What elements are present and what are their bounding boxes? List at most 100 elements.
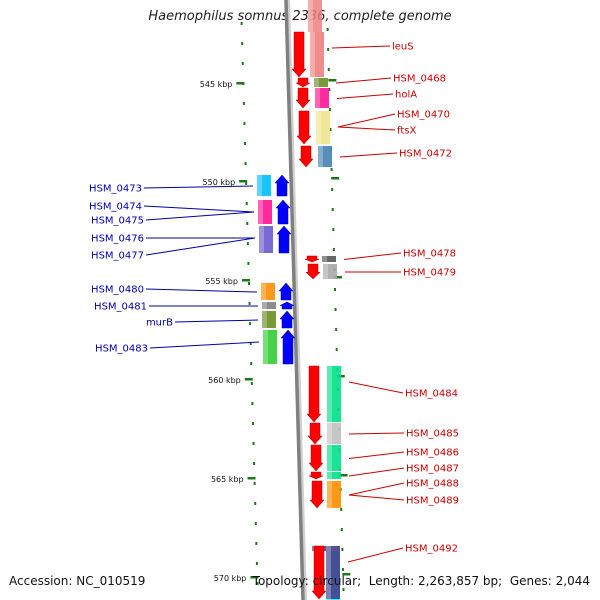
label-leader (348, 494, 405, 501)
feature-block (262, 302, 276, 309)
gene-label: HSM_0479 (403, 268, 456, 279)
minor-tick (335, 328, 338, 331)
label-leader (145, 288, 258, 293)
major-tick (331, 177, 340, 180)
feature-shine (257, 175, 262, 196)
minor-tick (256, 582, 259, 585)
forward-gene-arrow (291, 31, 307, 78)
gene-label: murB (146, 318, 173, 329)
topology-label: Topology: (252, 574, 309, 588)
gene-label: HSM_0486 (406, 448, 459, 459)
major-tick (339, 474, 348, 477)
minor-tick (241, 62, 244, 65)
major-tick (247, 477, 256, 480)
label-leader (149, 341, 260, 349)
length-label: Length: (368, 574, 415, 588)
label-leader (339, 152, 398, 158)
minor-tick (247, 262, 250, 265)
feature-shine (316, 111, 321, 144)
feature-block (263, 330, 277, 364)
map-title: Haemophilus somnus 2336, complete genome (148, 9, 452, 24)
accession-label: Accession: (9, 574, 73, 588)
reverse-gene-arrow (279, 301, 295, 310)
minor-tick (255, 562, 258, 565)
feature-shine (262, 311, 267, 328)
scale-label: 570 kbp (214, 574, 247, 583)
label-leader (336, 93, 394, 99)
feature-shine (318, 146, 323, 167)
gene-label: leuS (392, 42, 414, 53)
feature-shine (323, 264, 328, 279)
minor-tick (254, 522, 257, 525)
minor-tick (246, 222, 249, 225)
feature-block (308, 0, 322, 32)
gene-label: HSM_0478 (403, 249, 456, 260)
label-leader (174, 319, 259, 323)
minor-tick (340, 508, 343, 511)
major-tick (236, 82, 245, 85)
minor-tick (333, 288, 336, 291)
minor-tick (334, 308, 337, 311)
forward-gene-arrow (311, 545, 327, 600)
label-leader (348, 482, 405, 496)
gene-arrows (274, 31, 327, 600)
gene-label: HSM_0477 (91, 251, 144, 262)
genes-label: Genes: (509, 574, 552, 588)
feature-block (323, 264, 337, 279)
label-leader (348, 467, 405, 477)
gene-label: HSM_0474 (89, 202, 142, 213)
minor-tick (241, 42, 244, 45)
label-leader (335, 77, 392, 84)
major-tick (241, 279, 250, 282)
minor-tick (246, 242, 249, 245)
minor-tick (251, 422, 254, 425)
scale-label: 555 kbp (205, 277, 238, 286)
gene-label: HSM_0484 (405, 389, 458, 400)
label-leader (145, 211, 255, 221)
gene-label: HSM_0468 (393, 74, 446, 85)
minor-tick (253, 462, 256, 465)
label-leaders (143, 45, 405, 563)
backbone-line (284, 0, 305, 600)
gene-label: HSM_0473 (89, 184, 142, 195)
forward-gene-arrow (308, 444, 324, 472)
forward-gene-arrow (295, 77, 311, 88)
forward-gene-arrow (308, 471, 324, 480)
feature-shine (258, 200, 263, 224)
feature-block (318, 146, 332, 167)
feature-shine (314, 78, 319, 87)
minor-tick (242, 102, 245, 105)
label-leader (143, 205, 255, 213)
minor-tick (255, 542, 258, 545)
minor-tick (250, 362, 253, 365)
reverse-gene-arrow (276, 225, 292, 254)
gene-label: HSM_0472 (399, 149, 452, 160)
gene-label: HSM_0485 (406, 429, 459, 440)
minor-tick (332, 228, 335, 231)
accession-value: NC_010519 (76, 574, 146, 588)
major-tick (244, 378, 253, 381)
feature-block (262, 311, 276, 328)
feature-block (316, 111, 330, 144)
label-leader (348, 451, 405, 459)
forward-gene-arrow (309, 480, 325, 509)
minor-tick (329, 128, 332, 131)
label-leader (343, 252, 402, 260)
feature-shine (322, 256, 327, 262)
gene-labels: leuS HSM_0468 holA HSM_0470 ftsX HSM_0472 HSM_… (89, 42, 459, 555)
feature-block (314, 78, 328, 87)
gene-label: HSM_0475 (91, 216, 144, 227)
feature-block (261, 283, 275, 300)
major-tick (333, 276, 342, 279)
minor-tick (331, 208, 334, 211)
genes-value: 2,044 (555, 574, 590, 588)
gene-label: HSM_0476 (91, 234, 144, 245)
feature-block (327, 472, 341, 479)
feature-shine (315, 88, 320, 108)
scale-labels: 545 kbp 550 kbp 555 kbp 560 kbp 565 kbp 570 k… (200, 80, 247, 583)
label-leader (347, 547, 404, 563)
minor-tick (244, 162, 247, 165)
major-tick (239, 180, 248, 183)
minor-tick (253, 482, 256, 485)
feature-block (326, 546, 340, 599)
